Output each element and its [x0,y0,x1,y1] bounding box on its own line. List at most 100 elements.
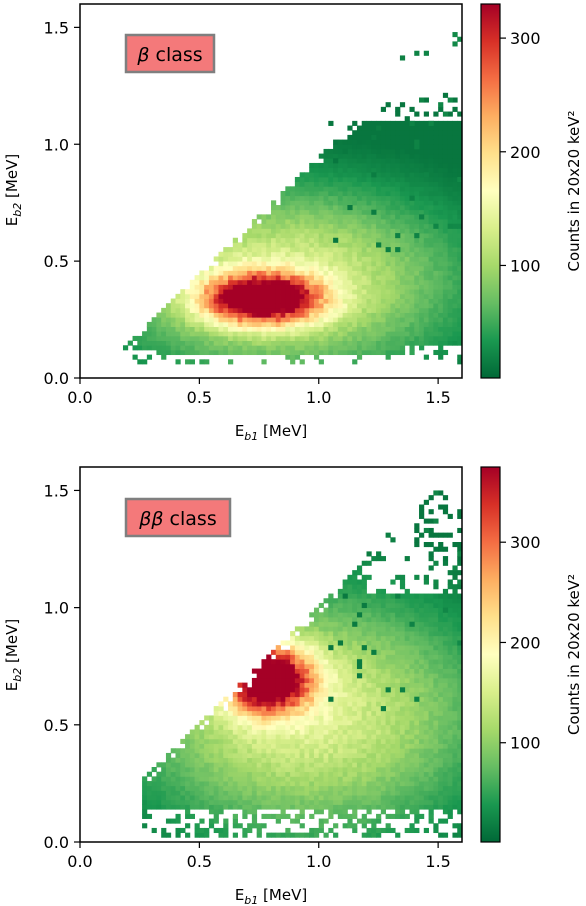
heatmap-bin [457,556,463,562]
heatmap-bin [376,781,382,787]
heatmap-bin [447,767,453,773]
heatmap-bin [333,635,339,641]
heatmap-bin [237,790,243,796]
heatmap-bin [242,682,248,688]
heatmap-bin [452,256,458,262]
heatmap-bin [380,752,387,759]
heatmap-bin [366,696,372,702]
heatmap-bin [189,748,195,754]
heatmap-bin [318,818,324,824]
heatmap-bin [194,776,200,782]
heatmap-bin [199,335,205,342]
heatmap-bin [304,270,310,276]
heatmap-bin [366,340,372,346]
heatmap-bin [251,795,258,801]
heatmap-bin [170,799,176,805]
heatmap-bin [366,827,372,834]
heatmap-bin [285,289,291,295]
heatmap-bin [294,251,301,257]
heatmap-bin [419,312,425,318]
heatmap-bin [399,734,406,740]
heatmap-bin [395,317,401,323]
heatmap-bin [366,640,372,646]
heatmap-bin [356,153,363,159]
heatmap-bin [299,275,305,281]
heatmap-bin [414,134,420,140]
heatmap-bin [414,298,420,304]
heatmap-bin [175,331,181,337]
heatmap-bin [309,692,315,698]
heatmap-bin [395,176,401,183]
heatmap-bin [376,326,382,332]
heatmap-bin [361,673,367,679]
heatmap-bin [290,312,296,318]
heatmap-bin [438,120,444,126]
heatmap-bin [337,181,344,187]
heatmap-bin [404,715,410,721]
heatmap-bin [313,776,320,782]
heatmap-bin [361,349,367,356]
heatmap-bin [447,795,453,801]
heatmap-bin [404,172,410,178]
heatmap-bin [285,677,291,684]
heatmap-bin [290,696,296,702]
heatmap-bin [352,191,358,197]
heatmap-bin [313,757,320,763]
heatmap-bin [404,134,410,140]
heatmap-bin [371,682,377,688]
heatmap-bin [452,752,458,759]
heatmap-bin [199,289,205,295]
heatmap-bin [261,785,267,791]
heatmap-bin [323,172,329,178]
heatmap-bin [299,307,305,313]
heatmap-bin [261,668,267,674]
heatmap-bin [347,640,353,646]
heatmap-bin [247,767,253,773]
heatmap-bin [299,228,305,234]
heatmap-bin [423,289,429,295]
heatmap-bin [414,612,420,618]
heatmap-bin [409,771,415,777]
heatmap-bin [280,799,286,805]
heatmap-bin [376,233,382,239]
heatmap-bin [414,645,420,651]
heatmap-bin [452,41,458,47]
heatmap-bin [156,771,162,777]
heatmap-bin [361,729,367,735]
heatmap-bin [452,584,458,590]
heatmap-bin [452,251,458,257]
heatmap-bin [356,340,363,346]
heatmap-bin [333,724,339,730]
heatmap-bin [409,781,415,787]
heatmap-bin [414,738,420,744]
heatmap-bin [294,354,301,360]
heatmap-bin [266,804,272,810]
heatmap-bin [304,191,310,197]
heatmap-bin [247,785,253,791]
heatmap-bin [294,214,301,220]
heatmap-bin [232,813,238,819]
heatmap-bin [170,349,176,356]
heatmap-bin [318,823,324,829]
heatmap-bin [170,317,176,323]
heatmap-bin [294,270,301,276]
heatmap-bin [285,673,291,679]
heatmap-bin [442,710,449,716]
heatmap-bin [237,771,243,777]
heatmap-bin [352,762,358,768]
heatmap-bin [323,790,329,796]
heatmap-bin [433,172,439,178]
heatmap-bin [452,298,458,304]
heatmap-bin [399,593,406,599]
heatmap-bin [438,729,444,735]
heatmap-bin [371,270,377,276]
heatmap-bin [356,710,363,716]
heatmap-bin [390,729,396,735]
heatmap-bin [404,612,410,618]
heatmap-bin [328,293,334,299]
heatmap-bin [328,326,334,332]
heatmap-bin [294,298,301,304]
heatmap-bin [256,237,262,243]
heatmap-bin [290,720,296,726]
heatmap-bin [251,668,258,674]
